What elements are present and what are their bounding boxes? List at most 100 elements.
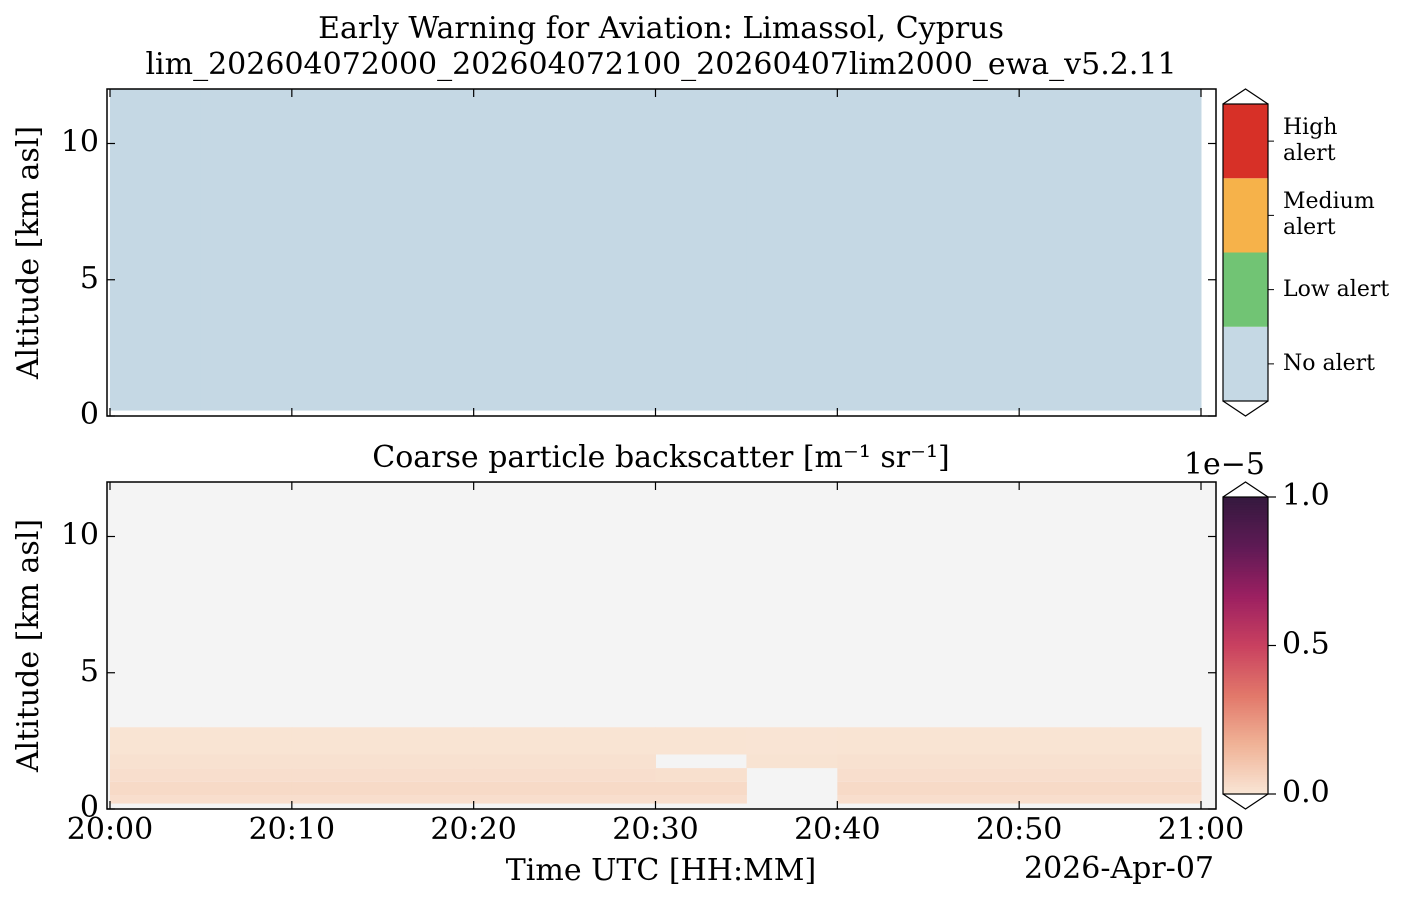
colorbar-gradient <box>1223 504 1268 508</box>
colorbar-gradient <box>1223 766 1268 770</box>
colorbar-gradient <box>1223 519 1268 523</box>
colorbar-gradient <box>1223 566 1268 570</box>
colorbar-gradient <box>1223 529 1268 533</box>
colorbar-gradient <box>1223 573 1268 577</box>
colorbar-extend <box>1222 793 1269 810</box>
heatmap-cell <box>1019 781 1111 796</box>
heatmap-cell <box>1019 795 1111 804</box>
colorbar-gradient <box>1223 539 1268 543</box>
heatmap-cell <box>1110 781 1202 796</box>
colorbar-gradient <box>1223 571 1268 575</box>
colorbar-gradient <box>1223 640 1268 644</box>
colorbar-gradient <box>1223 588 1268 592</box>
y-tick-label: 10 <box>61 125 99 160</box>
heatmap-cell <box>928 795 1020 804</box>
colorbar-segment <box>1223 252 1268 327</box>
heatmap-cell <box>564 727 656 755</box>
heatmap-cell <box>837 727 929 755</box>
colorbar-gradient <box>1223 660 1268 664</box>
heatmap-cell <box>200 768 293 782</box>
colorbar-gradient <box>1223 680 1268 684</box>
colorbar-gradient <box>1223 593 1268 597</box>
colorbar-gradient <box>1223 563 1268 567</box>
heatmap-cell <box>110 89 202 411</box>
colorbar-gradient <box>1223 608 1268 612</box>
colorbar-gradient <box>1223 677 1268 681</box>
heatmap-cell <box>291 768 384 782</box>
colorbar-gradient <box>1223 650 1268 654</box>
colorbar-gradient <box>1223 524 1268 528</box>
colorbar-gradient <box>1223 638 1268 642</box>
heatmap-cell <box>200 89 293 411</box>
heatmap-cell <box>564 781 656 796</box>
heatmap-cell <box>110 727 202 755</box>
heatmap-cell <box>928 781 1020 796</box>
heatmap-cell <box>291 754 384 769</box>
colorbar-gradient <box>1223 739 1268 743</box>
colorbar-gradient <box>1223 717 1268 721</box>
colorbar-gradient <box>1223 699 1268 703</box>
colorbar-gradient <box>1223 598 1268 602</box>
heatmap-cell <box>837 768 929 782</box>
colorbar-gradient <box>1223 707 1268 711</box>
colorbar-gradient <box>1223 647 1268 651</box>
colorbar-gradient <box>1223 709 1268 713</box>
colorbar-gradient <box>1223 605 1268 609</box>
heatmap-cell <box>1019 754 1111 769</box>
heatmap-cell <box>473 89 566 411</box>
heatmap-cell <box>200 795 293 804</box>
heatmap-cell <box>200 754 293 769</box>
colorbar-gradient <box>1223 764 1268 768</box>
chart-title: Early Warning for Aviation: Limassol, Cy… <box>318 11 1004 46</box>
colorbar-gradient <box>1223 781 1268 785</box>
heatmap-cell <box>473 781 566 796</box>
heatmap-cell <box>837 89 929 411</box>
colorbar-gradient <box>1223 576 1268 580</box>
x-tick-label: 20:30 <box>612 812 698 847</box>
colorbar-gradient <box>1223 776 1268 780</box>
heatmap-cell <box>655 89 747 411</box>
heatmap-cell <box>382 754 475 769</box>
chart-subtitle: lim_202604072000_202604072100_20260407li… <box>145 47 1176 82</box>
x-tick-label: 20:10 <box>249 812 335 847</box>
colorbar-gradient <box>1223 583 1268 587</box>
y-tick-label: 10 <box>61 518 99 553</box>
heatmap-cell <box>928 727 1020 755</box>
x-tick-label: 20:20 <box>430 812 516 847</box>
colorbar-gradient <box>1223 685 1268 689</box>
heatmap-cell <box>200 727 293 755</box>
heatmap-cell <box>382 89 475 411</box>
colorbar-gradient <box>1223 591 1268 595</box>
colorbar-gradient <box>1223 675 1268 679</box>
colorbar-gradient <box>1223 645 1268 649</box>
colorbar-gradient <box>1223 581 1268 585</box>
colorbar-tick-label: 0.5 <box>1282 627 1330 662</box>
colorbar-extend <box>1222 400 1269 417</box>
colorbar-gradient <box>1223 536 1268 540</box>
colorbar-gradient <box>1223 751 1268 755</box>
heatmap-cell <box>110 781 202 796</box>
colorbar-gradient <box>1223 655 1268 659</box>
heatmap-cell <box>928 768 1020 782</box>
x-tick-label: 21:00 <box>1158 812 1244 847</box>
heatmap-cell <box>928 89 1020 411</box>
colorbar-gradient <box>1223 556 1268 560</box>
y-tick-label: 5 <box>80 654 99 689</box>
heatmap-cell <box>382 795 475 804</box>
colorbar-gradient <box>1223 744 1268 748</box>
y-axis-label: Altitude [km asl] <box>11 126 46 380</box>
colorbar-gradient <box>1223 657 1268 661</box>
colorbar-gradient <box>1223 534 1268 538</box>
colorbar-gradient <box>1223 643 1268 646</box>
colorbar-frame <box>1222 103 1269 402</box>
colorbar-gradient <box>1223 541 1268 545</box>
colorbar-gradient <box>1223 526 1268 530</box>
colorbar-gradient <box>1223 722 1268 726</box>
heatmap-cell <box>1110 795 1202 804</box>
heatmap-cell <box>746 754 838 769</box>
colorbar-gradient <box>1223 548 1268 552</box>
chart-title: Coarse particle backscatter [m⁻¹ sr⁻¹] <box>372 440 949 475</box>
heatmap-cell <box>655 795 747 804</box>
colorbar-gradient <box>1223 620 1268 624</box>
